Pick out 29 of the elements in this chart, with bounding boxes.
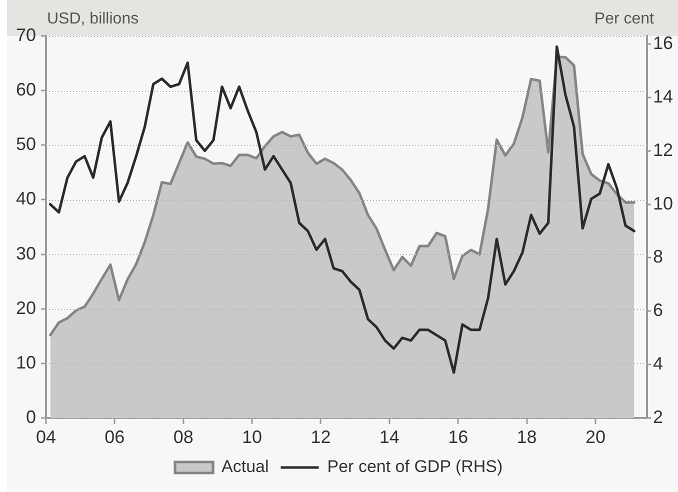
y-tick-label: 70 (16, 24, 36, 45)
x-tick-label: 16 (448, 426, 468, 447)
y-tick-label: 60 (16, 80, 36, 100)
y-tick-label: 40 (16, 188, 36, 209)
y2-tick-label: 6 (653, 300, 664, 320)
y-tick-label: 10 (16, 352, 36, 372)
y-axis-title: USD, billions (47, 10, 139, 28)
x-tick-label: 18 (516, 426, 537, 447)
y2-tick-label: 2 (653, 406, 664, 427)
x-tick-label: 12 (310, 426, 331, 447)
y-tick-label: 30 (16, 243, 36, 264)
y2-tick-label: 14 (653, 86, 674, 106)
legend-label: Actual (222, 457, 269, 476)
x-tick-label: 04 (36, 426, 56, 447)
y2-tick-label: 12 (653, 140, 674, 160)
y-tick-label: 0 (26, 406, 36, 427)
x-tick-label: 20 (585, 426, 606, 447)
y2-tick-label: 10 (653, 193, 674, 214)
x-tick-label: 14 (379, 426, 400, 447)
legend-label: Per cent of GDP (RHS) (327, 457, 503, 476)
y2-tick-label: 8 (653, 246, 664, 267)
x-tick-label: 10 (242, 426, 262, 447)
y-tick-label: 50 (16, 134, 36, 154)
x-tick-label: 08 (173, 426, 194, 447)
x-tick-label: 06 (104, 426, 125, 447)
y2-tick-label: 16 (653, 32, 674, 53)
y2-tick-label: 4 (653, 354, 664, 374)
y-tick-label: 20 (16, 298, 36, 318)
y2-axis-title: Per cent (594, 10, 655, 28)
